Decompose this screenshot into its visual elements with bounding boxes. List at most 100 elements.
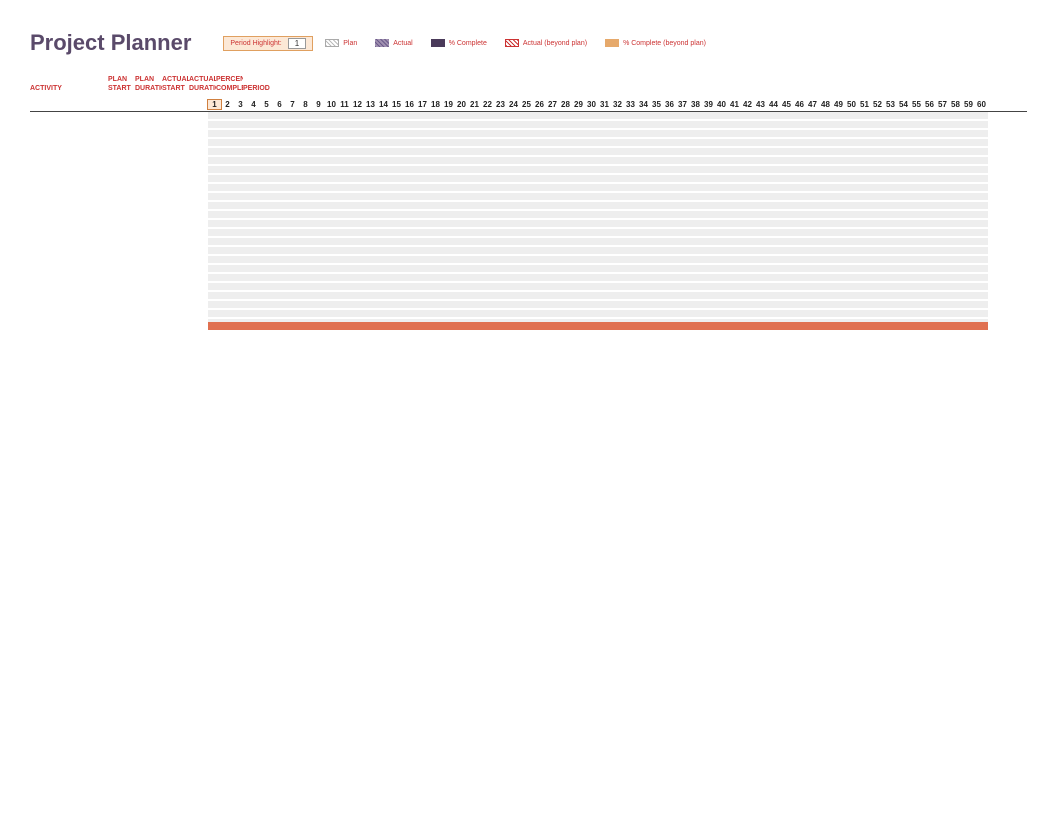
period-header-51[interactable]: 51 — [858, 100, 871, 109]
gantt-col-9 — [312, 112, 325, 322]
gantt-col-21 — [468, 112, 481, 322]
period-header-29[interactable]: 29 — [572, 100, 585, 109]
period-header-33[interactable]: 33 — [624, 100, 637, 109]
gantt-col-37 — [676, 112, 689, 322]
period-header-34[interactable]: 34 — [637, 100, 650, 109]
period-header-35[interactable]: 35 — [650, 100, 663, 109]
gantt-col-5 — [260, 112, 273, 322]
period-header-46[interactable]: 46 — [793, 100, 806, 109]
period-header-14[interactable]: 14 — [377, 100, 390, 109]
period-header-55[interactable]: 55 — [910, 100, 923, 109]
period-header-36[interactable]: 36 — [663, 100, 676, 109]
period-header-48[interactable]: 48 — [819, 100, 832, 109]
period-highlight-box[interactable]: Period Highlight: 1 — [223, 36, 313, 51]
period-header-21[interactable]: 21 — [468, 100, 481, 109]
period-header-19[interactable]: 19 — [442, 100, 455, 109]
period-header-8[interactable]: 8 — [299, 100, 312, 109]
period-header-52[interactable]: 52 — [871, 100, 884, 109]
gantt-col-25 — [520, 112, 533, 322]
period-header-50[interactable]: 50 — [845, 100, 858, 109]
col-pct-h: PERCENT — [216, 76, 243, 83]
gantt-col-35 — [650, 112, 663, 322]
period-header-24[interactable]: 24 — [507, 100, 520, 109]
header-row: Project Planner Period Highlight: 1 Plan… — [30, 30, 1027, 56]
period-header-28[interactable]: 28 — [559, 100, 572, 109]
period-header-41[interactable]: 41 — [728, 100, 741, 109]
gantt-col-57 — [936, 112, 949, 322]
period-header-20[interactable]: 20 — [455, 100, 468, 109]
period-header-4[interactable]: 4 — [247, 100, 260, 109]
gantt-col-3 — [234, 112, 247, 322]
period-header-23[interactable]: 23 — [494, 100, 507, 109]
period-header-60[interactable]: 60 — [975, 100, 988, 109]
period-header-6[interactable]: 6 — [273, 100, 286, 109]
actual-beyond-swatch-icon — [505, 39, 519, 47]
period-header-9[interactable]: 9 — [312, 100, 325, 109]
gantt-col-45 — [780, 112, 793, 322]
gantt-col-44 — [767, 112, 780, 322]
period-header-58[interactable]: 58 — [949, 100, 962, 109]
gantt-col-46 — [793, 112, 806, 322]
period-header-31[interactable]: 31 — [598, 100, 611, 109]
period-header-43[interactable]: 43 — [754, 100, 767, 109]
period-header-30[interactable]: 30 — [585, 100, 598, 109]
gantt-col-17 — [416, 112, 429, 322]
period-header-45[interactable]: 45 — [780, 100, 793, 109]
bottom-accent-bar — [208, 322, 988, 330]
actual-swatch-icon — [375, 39, 389, 47]
period-highlight-label: Period Highlight: — [230, 40, 281, 47]
period-header-26[interactable]: 26 — [533, 100, 546, 109]
legend-actual: Actual — [375, 39, 412, 47]
gantt-col-33 — [624, 112, 637, 322]
gantt-col-59 — [962, 112, 975, 322]
period-header-38[interactable]: 38 — [689, 100, 702, 109]
period-header-37[interactable]: 37 — [676, 100, 689, 109]
period-header-2[interactable]: 2 — [221, 100, 234, 109]
gantt-col-15 — [390, 112, 403, 322]
gantt-col-10 — [325, 112, 338, 322]
period-header-11[interactable]: 11 — [338, 100, 351, 109]
period-header-18[interactable]: 18 — [429, 100, 442, 109]
period-header-25[interactable]: 25 — [520, 100, 533, 109]
period-header-16[interactable]: 16 — [403, 100, 416, 109]
gantt-col-34 — [637, 112, 650, 322]
period-header-17[interactable]: 17 — [416, 100, 429, 109]
period-highlight-value[interactable]: 1 — [288, 38, 306, 49]
period-header-10[interactable]: 10 — [325, 100, 338, 109]
col-plan-start-h: PLAN — [108, 76, 135, 83]
period-header-22[interactable]: 22 — [481, 100, 494, 109]
period-header-42[interactable]: 42 — [741, 100, 754, 109]
period-header-7[interactable]: 7 — [286, 100, 299, 109]
period-header-57[interactable]: 57 — [936, 100, 949, 109]
gantt-col-43 — [754, 112, 767, 322]
period-header-5[interactable]: 5 — [260, 100, 273, 109]
period-header-13[interactable]: 13 — [364, 100, 377, 109]
legend: Plan Actual % Complete Actual (beyond pl… — [325, 39, 706, 47]
period-header-15[interactable]: 15 — [390, 100, 403, 109]
gantt-col-11 — [338, 112, 351, 322]
period-header-32[interactable]: 32 — [611, 100, 624, 109]
period-header-44[interactable]: 44 — [767, 100, 780, 109]
gantt-col-7 — [286, 112, 299, 322]
plan-swatch-icon — [325, 39, 339, 47]
legend-plan-label: Plan — [343, 40, 357, 47]
gantt-col-56 — [923, 112, 936, 322]
gantt-col-36 — [663, 112, 676, 322]
gantt-col-14 — [377, 112, 390, 322]
period-header-47[interactable]: 47 — [806, 100, 819, 109]
period-header-1[interactable]: 1 — [208, 100, 221, 109]
period-header-27[interactable]: 27 — [546, 100, 559, 109]
period-header-40[interactable]: 40 — [715, 100, 728, 109]
period-header-59[interactable]: 59 — [962, 100, 975, 109]
period-header-3[interactable]: 3 — [234, 100, 247, 109]
gantt-col-13 — [364, 112, 377, 322]
col-actual-start-h: ACTUAL — [162, 76, 189, 83]
period-header-12[interactable]: 12 — [351, 100, 364, 109]
period-header-49[interactable]: 49 — [832, 100, 845, 109]
period-header-56[interactable]: 56 — [923, 100, 936, 109]
period-header-39[interactable]: 39 — [702, 100, 715, 109]
period-header-53[interactable]: 53 — [884, 100, 897, 109]
gantt-col-50 — [845, 112, 858, 322]
gantt-left-spacer — [30, 112, 208, 322]
period-header-54[interactable]: 54 — [897, 100, 910, 109]
